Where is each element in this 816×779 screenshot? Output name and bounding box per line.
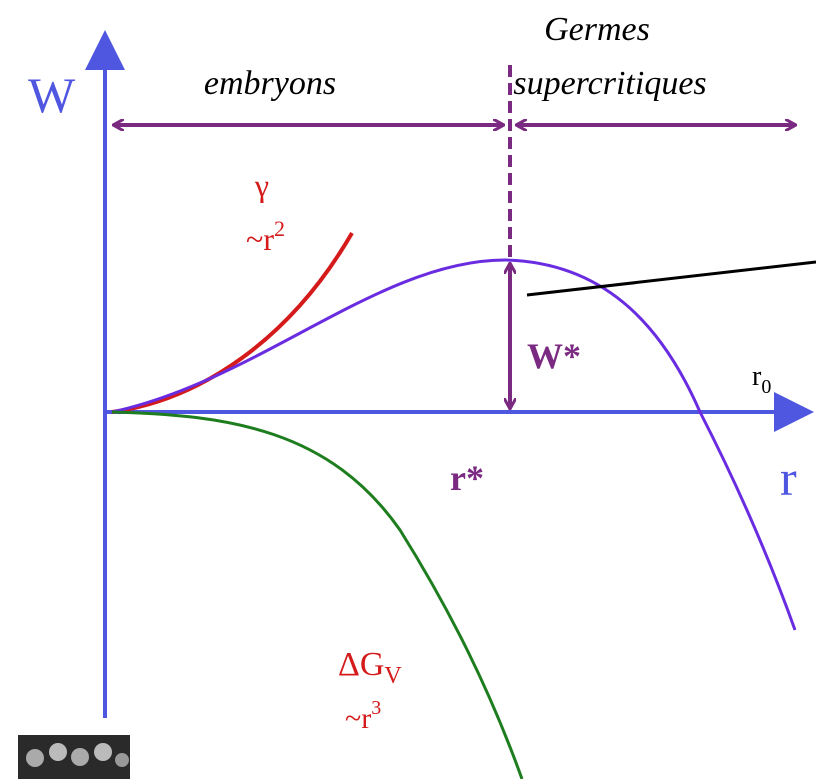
region-label: Germes [544, 11, 650, 48]
root-label: r0 [752, 361, 771, 398]
surface-symbol: γ [254, 167, 269, 203]
pointer-line [527, 262, 816, 295]
symbol: ΔG [338, 646, 384, 683]
x-axis-label: r [780, 450, 797, 506]
scaling-exponent: 2 [274, 216, 285, 241]
surface-curve [112, 233, 352, 412]
volume-scaling: ~r3 [345, 697, 381, 735]
volume-symbol: ΔGV [338, 646, 402, 689]
critical-radius-label: r* [450, 458, 484, 498]
region-label: supercritiques [513, 65, 706, 102]
root-subscript: 0 [761, 376, 771, 398]
diagram: W r embryons Germes supercritiques γ ~r2… [0, 0, 816, 779]
scaling-base: ~r [246, 221, 274, 257]
region-label: embryons [204, 65, 336, 102]
total-curve [112, 260, 795, 630]
atom-image [18, 735, 130, 779]
barrier-label: W* [527, 336, 581, 376]
symbol-subscript: V [384, 663, 402, 689]
surface-scaling: ~r2 [246, 216, 285, 257]
y-axis-label: W [28, 67, 76, 123]
scaling-exponent: 3 [371, 697, 381, 719]
scaling-base: ~r [345, 702, 371, 735]
